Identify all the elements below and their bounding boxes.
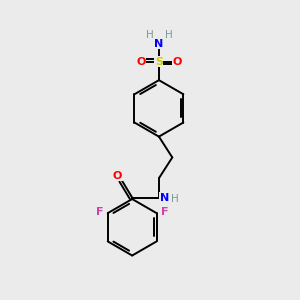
Text: S: S bbox=[155, 57, 163, 67]
Text: O: O bbox=[136, 57, 146, 67]
Text: N: N bbox=[160, 193, 169, 202]
Text: F: F bbox=[161, 207, 169, 217]
Text: H: H bbox=[165, 30, 172, 40]
Text: F: F bbox=[96, 207, 103, 217]
Text: H: H bbox=[171, 194, 179, 204]
Text: H: H bbox=[146, 30, 153, 40]
Text: O: O bbox=[172, 57, 182, 67]
Text: O: O bbox=[112, 171, 122, 181]
Text: N: N bbox=[154, 39, 164, 49]
